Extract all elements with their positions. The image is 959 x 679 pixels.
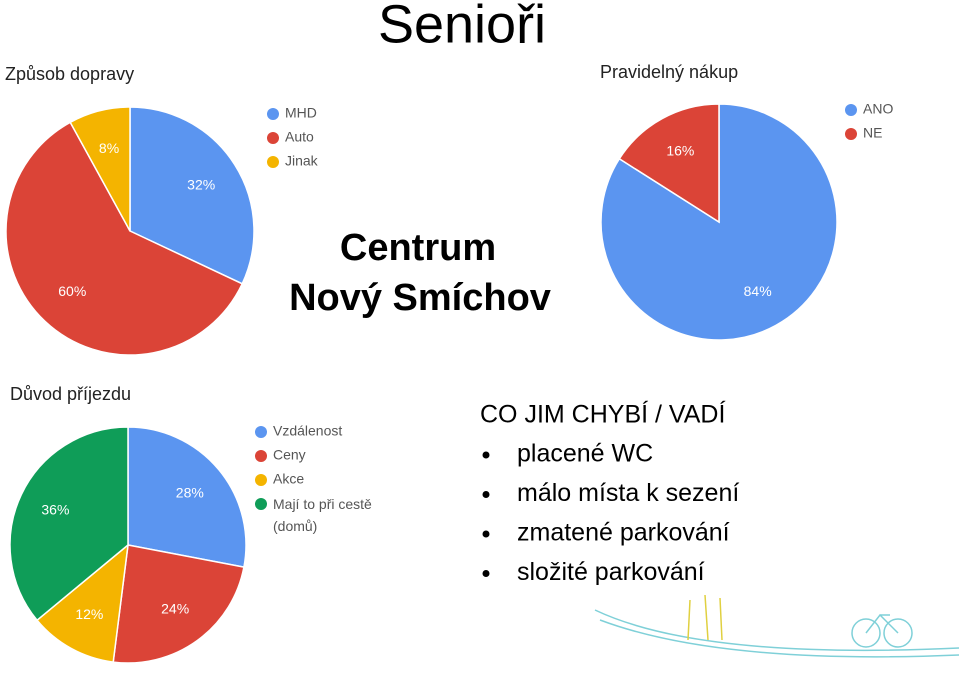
legend-swatch: [845, 128, 857, 140]
legend-swatch: [845, 104, 857, 116]
legend-swatch: [267, 156, 279, 168]
slice-label: 24%: [161, 601, 189, 617]
legend-swatch: [255, 450, 267, 462]
slice-label: 36%: [41, 502, 69, 518]
legend-label: ANO: [863, 101, 893, 117]
slice-label: 60%: [58, 283, 86, 299]
slice-label: 32%: [187, 177, 215, 193]
pie-slice: [129, 106, 255, 285]
legend-label: Jinak: [285, 153, 319, 169]
slice-label: 28%: [176, 485, 204, 501]
note-item: málo místa k sezení: [517, 479, 739, 507]
subtitle-line: Centrum: [340, 227, 496, 269]
legend-label-box: Mají to při cestě (domů): [273, 496, 372, 534]
bullet: [482, 451, 490, 459]
subtitle-line: Nový Smíchov: [289, 277, 551, 319]
pie-slice: [127, 426, 247, 568]
legend-label: Ceny: [273, 447, 306, 463]
legend-swatch: [255, 498, 267, 510]
legend-label: Auto: [285, 129, 314, 145]
legend-label: MHD: [285, 105, 317, 121]
chart-title: Způsob dopravy: [5, 64, 134, 84]
chart-title: Pravidelný nákup: [600, 62, 738, 82]
legend-label: NE: [863, 125, 882, 141]
chart-title: Důvod příjezdu: [10, 384, 131, 404]
bullet: [482, 570, 490, 577]
slice-label: 8%: [99, 140, 119, 156]
bullet: [482, 491, 490, 498]
pie-slice: [618, 103, 720, 224]
notes-heading: CO JIM CHYBÍ / VADÍ: [480, 400, 725, 429]
legend-swatch: [255, 474, 267, 486]
slice-label: 12%: [75, 606, 103, 622]
legend-swatch: [267, 132, 279, 144]
slide-title: Senioři: [378, 0, 546, 54]
bullet: [482, 530, 490, 538]
pie-slice: [5, 121, 244, 356]
legend-swatch: [255, 426, 267, 438]
note-item: složité parkování: [517, 558, 705, 586]
slice-label: 16%: [666, 142, 694, 158]
legend-label: Mají to při cestě (domů): [273, 496, 372, 534]
logo: [594, 594, 959, 658]
note-item: zmatené parkování: [517, 519, 730, 547]
note-item: placené WC: [517, 440, 653, 468]
legend-swatch: [267, 108, 279, 120]
pie-slice: [69, 106, 131, 232]
legend-label: Vzdálenost: [273, 423, 342, 439]
pie-slice: [36, 543, 129, 663]
slice-label: 84%: [744, 283, 772, 299]
legend-label: Akce: [273, 471, 304, 487]
pie-slice: [9, 426, 129, 622]
pie-slice: [112, 544, 245, 664]
